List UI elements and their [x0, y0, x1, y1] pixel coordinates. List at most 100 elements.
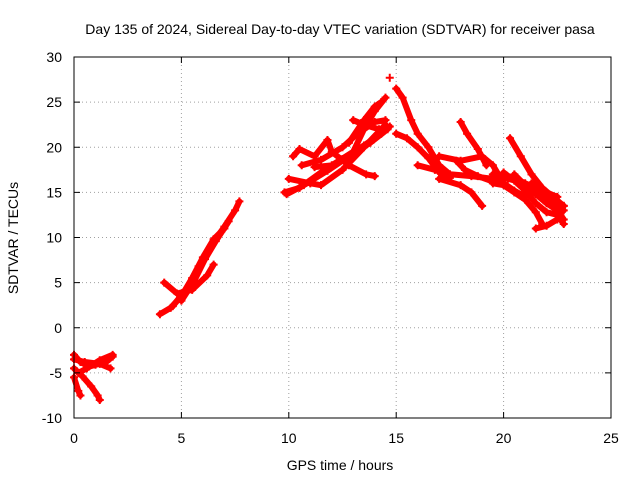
x-tick-label: 20 [496, 430, 512, 446]
x-tick-label: 5 [178, 430, 186, 446]
data-point [435, 174, 444, 183]
data-point [359, 143, 368, 152]
data-point [338, 165, 347, 174]
series-arc-17 [349, 116, 394, 134]
data-point [209, 260, 218, 269]
series-line-arc-17 [350, 117, 393, 133]
data-point [74, 386, 83, 395]
series-line-arc-22 [436, 175, 486, 209]
data-point [478, 201, 487, 210]
series-arc-8 [160, 260, 218, 298]
data-point [190, 276, 199, 285]
data-point [516, 152, 525, 161]
data-point [289, 152, 298, 161]
data-point [542, 199, 551, 208]
data-point [87, 382, 96, 391]
data-point [82, 364, 91, 373]
data-point [531, 208, 540, 217]
tick-labels: 0 5 10 15 20 25 -10 -5 0 5 10 15 20 25 30 [42, 49, 619, 446]
data-point [499, 181, 508, 190]
x-tick-label: 0 [70, 430, 78, 446]
data-point [375, 125, 384, 134]
y-tick-label: 20 [46, 139, 62, 155]
data-point [445, 170, 454, 179]
series-arc-13 [289, 136, 379, 181]
data-point [424, 143, 433, 152]
data-point [559, 206, 568, 215]
data-point [377, 98, 386, 107]
data-point [370, 117, 379, 126]
data-point [392, 129, 401, 138]
y-tick-label: 30 [46, 49, 62, 65]
data-point [542, 208, 551, 217]
data-point [173, 289, 182, 298]
data-point [521, 195, 530, 204]
data-point [538, 188, 547, 197]
data-point [506, 134, 515, 143]
data-point [306, 179, 315, 188]
series-arc-29 [488, 179, 547, 228]
y-tick-label: 0 [54, 320, 62, 336]
data-point [531, 199, 540, 208]
data-point [413, 129, 422, 138]
data-point [546, 195, 555, 204]
series-arc-9 [177, 217, 233, 305]
data-point [344, 161, 353, 170]
data-point [317, 181, 326, 190]
data-point [344, 138, 353, 147]
data-point [521, 181, 530, 190]
data-point [168, 302, 177, 311]
series-arc-16 [344, 98, 386, 147]
data-point [310, 163, 319, 172]
data-point [542, 221, 551, 230]
data-point [160, 278, 169, 287]
data-point [201, 255, 210, 264]
series-line-arc-25 [457, 119, 490, 169]
series-line-arc-13 [290, 137, 378, 180]
data-point [510, 188, 519, 197]
data-point [407, 116, 416, 125]
data-point [338, 143, 347, 152]
data-point [106, 364, 115, 373]
data-point [317, 155, 326, 164]
data-point [385, 122, 394, 131]
data-point [510, 170, 519, 179]
data-point [284, 174, 293, 183]
data-point [473, 145, 482, 154]
data-point [467, 188, 476, 197]
data-point [93, 391, 102, 400]
data-point [297, 161, 306, 170]
data-point [370, 102, 379, 111]
data-point [527, 170, 536, 179]
data-point [203, 271, 212, 280]
data-point [381, 116, 390, 125]
series-line-arc-32 [528, 180, 567, 214]
y-tick-label: -10 [42, 410, 62, 426]
data-point [108, 350, 117, 359]
axis-ticks [73, 56, 612, 419]
series-line-arc-31 [532, 202, 567, 232]
data-point [282, 190, 291, 199]
x-tick-label: 25 [603, 430, 619, 446]
data-point [224, 217, 233, 226]
data-point [359, 120, 368, 129]
series-line-arc-5 [71, 356, 114, 372]
series-line-arc-19 [393, 85, 453, 178]
data-point [76, 391, 85, 400]
data-point [231, 206, 240, 215]
data-point [531, 190, 540, 199]
data-point [460, 165, 469, 174]
data-point [349, 147, 358, 156]
data-point [488, 179, 497, 188]
data-point [295, 145, 304, 154]
series-arc-25 [456, 117, 491, 170]
data-point [95, 359, 104, 368]
y-tick-label: 15 [46, 184, 62, 200]
data-point [435, 152, 444, 161]
data-point [398, 93, 407, 102]
data-point [392, 84, 401, 93]
data-point [430, 165, 439, 174]
x-axis-label: GPS time / hours [287, 457, 394, 473]
series-arc-12 [284, 120, 390, 190]
